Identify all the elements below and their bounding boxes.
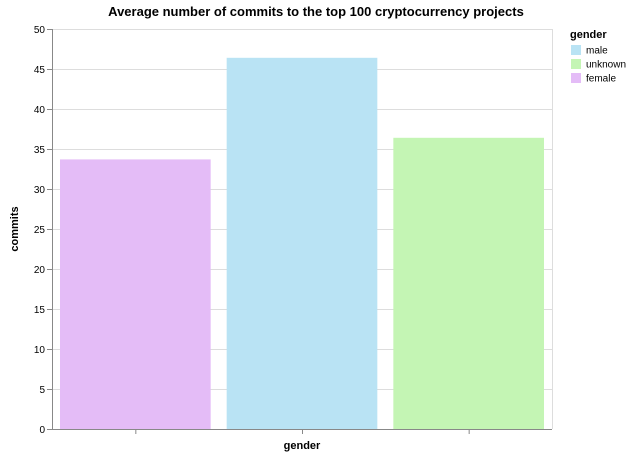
bar-unknown xyxy=(393,137,544,430)
legend-label-female: female xyxy=(586,74,616,85)
chart-title: Average number of commits to the top 100… xyxy=(108,4,524,19)
y-tick-label: 35 xyxy=(34,145,46,156)
y-tick-label: 5 xyxy=(39,385,45,396)
legend-label-unknown: unknown xyxy=(586,60,626,71)
bar-female xyxy=(60,159,211,429)
y-tick-label: 30 xyxy=(34,185,46,196)
legend-swatch-male xyxy=(571,45,581,55)
y-tick-label: 50 xyxy=(34,25,46,36)
y-tick-label: 15 xyxy=(34,305,46,316)
y-tick-label: 10 xyxy=(34,345,46,356)
bars xyxy=(60,57,544,430)
legend-swatch-female xyxy=(571,73,581,83)
y-tick-label: 25 xyxy=(34,225,46,236)
y-tick-label: 45 xyxy=(34,65,46,76)
x-axis-title: gender xyxy=(284,440,321,452)
legend-swatch-unknown xyxy=(571,59,581,69)
legend: gender male unknown female xyxy=(570,29,626,85)
y-axis-title: commits xyxy=(9,206,21,251)
y-tick-label: 40 xyxy=(34,105,46,116)
axes: 0 5 10 15 20 25 30 35 40 45 50 xyxy=(34,25,552,436)
legend-label-male: male xyxy=(586,46,608,57)
legend-title: gender xyxy=(570,29,607,41)
y-tick-label: 20 xyxy=(34,265,46,276)
bar-male xyxy=(226,57,378,430)
y-tick-label: 0 xyxy=(39,425,45,436)
